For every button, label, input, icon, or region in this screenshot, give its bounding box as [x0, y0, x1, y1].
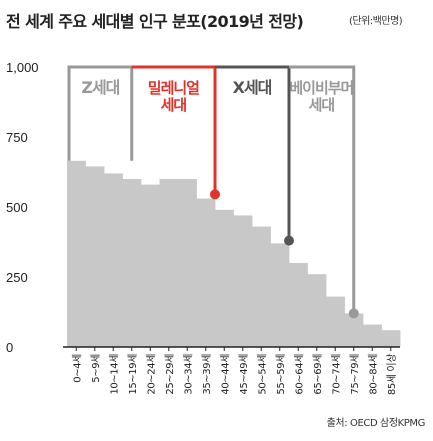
data-bar [233, 215, 253, 347]
data-bar [178, 179, 197, 347]
unit-label: (단위:백만명) [349, 16, 403, 27]
x-tick-label: 75~79세 [349, 354, 361, 395]
generation-label: 밀레니얼 [148, 79, 199, 97]
x-tick-label: 85세 이상 [386, 354, 398, 395]
data-bar [215, 209, 234, 347]
generation-label: 베이비부머 [289, 79, 353, 97]
data-bar [67, 160, 86, 347]
data-bar [307, 274, 327, 347]
x-tick-label: 45~49세 [238, 354, 250, 395]
x-tick-label: 60~64세 [293, 354, 305, 395]
x-tick-label: 10~14세 [108, 354, 120, 395]
x-tick-label: 5~9세 [90, 354, 102, 383]
data-bar [270, 243, 290, 347]
chart-title: 전 세계 주요 세대별 인구 분포(2019년 전망) [6, 12, 304, 31]
data-bar [363, 324, 382, 347]
x-tick-label: 80~84세 [367, 354, 379, 395]
x-tick-label: 50~54세 [256, 354, 268, 395]
y-tick-label: 250 [6, 270, 28, 285]
x-tick-label: 40~44세 [219, 354, 231, 395]
generation-end-marker [348, 308, 359, 319]
source-note: 출처: OECD 삼정KPMG [326, 418, 426, 429]
x-tick-label: 0~4세 [71, 354, 83, 383]
x-tick-label: 30~34세 [182, 354, 194, 395]
data-bar [122, 179, 142, 347]
data-bar [252, 226, 271, 347]
generation-label: Z세대 [81, 78, 119, 97]
generation-end-marker [210, 189, 220, 200]
x-tick-label: 65~69세 [312, 354, 324, 395]
data-bar [141, 184, 160, 347]
x-tick-label: 55~59세 [275, 354, 287, 395]
generation-label: X세대 [233, 78, 272, 97]
data-bar [326, 296, 345, 347]
x-tick-label: 25~29세 [164, 354, 176, 395]
data-bar [159, 179, 179, 347]
generation-label: 세대 [161, 96, 187, 114]
x-tick-label: 20~24세 [145, 354, 157, 395]
data-bar [196, 198, 216, 347]
y-tick-label: 0 [6, 340, 13, 355]
x-tick-label: 15~19세 [127, 354, 139, 395]
generation-end-marker [284, 235, 294, 246]
data-bar [381, 330, 401, 347]
data-bar [104, 173, 123, 347]
data-bar [85, 166, 105, 347]
data-bar [344, 313, 364, 347]
y-tick-label: 1,000 [6, 60, 39, 75]
x-tick-label: 70~74세 [330, 354, 342, 395]
generation-label: 세대 [309, 96, 335, 114]
x-tick-label: 35~39세 [201, 354, 213, 395]
y-tick-label: 750 [6, 130, 28, 145]
data-bar [289, 263, 308, 347]
y-tick-label: 500 [6, 200, 28, 215]
